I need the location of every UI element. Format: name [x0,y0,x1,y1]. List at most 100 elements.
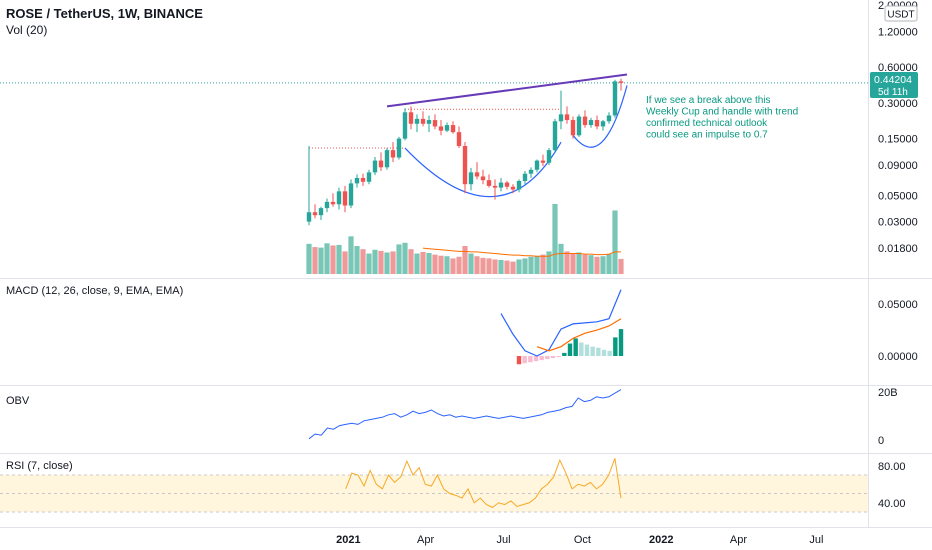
macd-histogram-bar [545,356,550,360]
annotation-line: Weekly Cup and handle with trend [646,107,798,118]
price-badge-value: 0.44204 [874,74,912,86]
candle-body[interactable] [486,180,492,186]
handle-curve[interactable] [572,85,628,148]
macd-histogram-bar [522,356,527,364]
volume-bar [504,260,510,274]
price-tick-label: 0.05000 [878,190,918,202]
candle-body[interactable] [570,120,576,136]
volume-label[interactable]: Vol (20) [6,23,47,37]
price-tick-label: 0.60000 [878,62,918,74]
candle-body[interactable] [510,186,516,190]
candle-body[interactable] [396,138,402,158]
candle-body[interactable] [348,183,354,206]
rsi-label[interactable]: RSI (7, close) [6,460,73,472]
candle-body[interactable] [516,180,522,190]
time-tick-label: Jul [497,534,511,546]
candle-body[interactable] [558,114,564,122]
candle-body[interactable] [420,118,426,124]
candle-body[interactable] [480,176,486,181]
candle-body[interactable] [360,177,366,182]
candle-body[interactable] [606,115,612,122]
candle-body[interactable] [522,173,528,181]
candle-body[interactable] [492,185,498,188]
candle-body[interactable] [468,172,474,185]
obv-label[interactable]: OBV [6,395,30,407]
volume-bar [552,204,558,274]
candle-body[interactable] [390,150,396,158]
volume-bar [558,243,564,274]
candle-body[interactable] [336,191,342,205]
currency-badge-box [884,5,918,22]
candle-body[interactable] [588,120,594,126]
volume-bar [618,258,624,274]
macd-histogram-bar [556,356,561,358]
candle-body[interactable] [462,146,468,185]
candle-body[interactable] [354,177,360,184]
macd-label[interactable]: MACD (12, 26, close, 9, EMA, EMA) [6,285,183,297]
macd-histogram-bar [607,350,612,356]
rsi-tick-label: 80.00 [878,461,906,473]
volume-bar [444,256,450,274]
candle-body[interactable] [312,212,318,216]
candle-body[interactable] [402,112,408,139]
volume-bar [522,258,528,274]
candle-body[interactable] [582,116,588,126]
volume-bar [378,250,384,274]
rsi-pane[interactable]: 80.00 40.00 [345,458,906,510]
candle-body[interactable] [498,182,504,188]
symbol-title[interactable]: ROSE / TetherUS, 1W, BINANCE [6,6,203,21]
candle-body[interactable] [384,150,390,168]
candle-body[interactable] [378,160,384,168]
candle-body[interactable] [318,208,324,216]
volume-bar [384,252,390,274]
candle-body[interactable] [408,112,414,124]
candle-body[interactable] [426,120,432,124]
volume-bar [546,251,552,274]
cup-curve[interactable] [404,141,562,198]
candle-body[interactable] [600,121,606,127]
candle-body[interactable] [306,212,312,222]
candle-body[interactable] [594,120,600,127]
volume-bar [456,256,462,274]
candle-body[interactable] [552,121,558,151]
candle-body[interactable] [324,201,330,209]
candle-body[interactable] [534,160,540,170]
currency-badge[interactable]: USDT [887,10,914,21]
obv-line [308,389,622,440]
obv-pane[interactable]: 20B 0 [308,387,898,447]
candle-body[interactable] [444,125,450,131]
trendline[interactable] [386,73,628,108]
macd-histogram-bar [590,346,595,356]
candle-body[interactable] [330,201,336,205]
candle-body[interactable] [450,125,456,133]
candle-body[interactable] [456,132,462,147]
macd-histogram-bar [573,338,578,356]
signal-line [536,318,622,352]
volume-bar [516,259,522,274]
candle-body[interactable] [414,118,420,124]
volume-bar [306,243,312,274]
candle-body[interactable] [528,169,534,174]
volume-bar [312,247,318,274]
candle-body[interactable] [504,182,510,187]
candle-body[interactable] [438,126,444,131]
candle-body[interactable] [474,172,480,177]
volume-bar [606,254,612,274]
volume-bar [420,251,426,274]
candle-body[interactable] [618,81,624,83]
candle-body[interactable] [540,160,546,163]
candle-body[interactable] [366,172,372,182]
candle-body[interactable] [612,81,618,116]
time-tick-label: Apr [730,534,747,546]
candle-body[interactable] [432,120,438,127]
main-price-pane[interactable] [0,73,868,226]
candle-body[interactable] [372,160,378,173]
candle-body[interactable] [576,116,582,136]
volume-bar [330,245,336,274]
macd-pane[interactable]: 0.05000 0.00000 [500,289,918,365]
volume-bar [324,243,330,274]
volume-bar [468,253,474,274]
candle-body[interactable] [564,114,570,121]
candle-body[interactable] [546,150,552,163]
candle-body[interactable] [342,191,348,206]
